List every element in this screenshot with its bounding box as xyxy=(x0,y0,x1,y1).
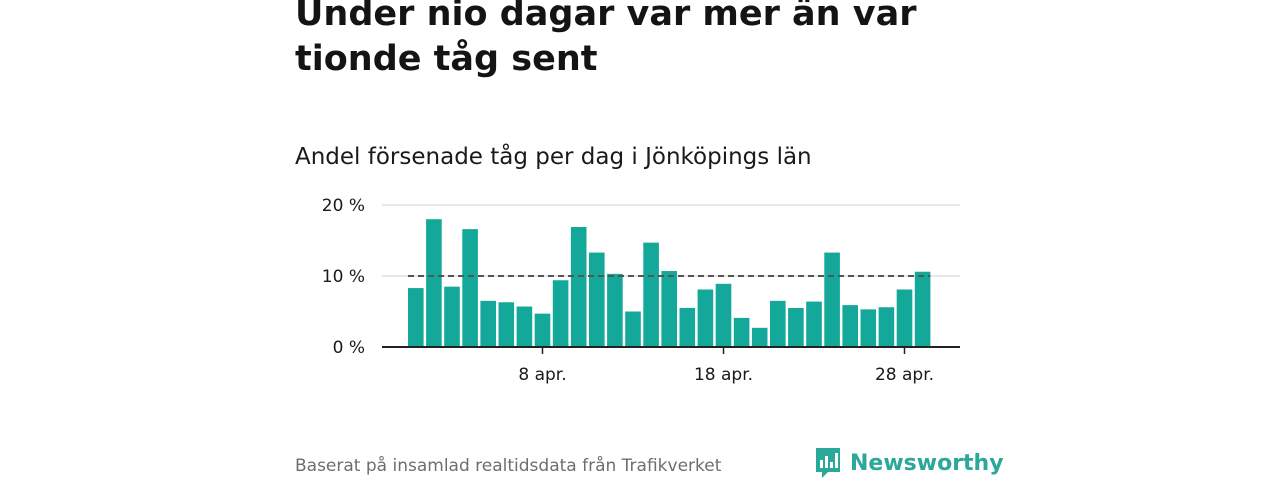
bar xyxy=(408,288,424,347)
bar xyxy=(589,252,605,347)
bar xyxy=(462,229,478,347)
bar xyxy=(643,242,659,347)
bar xyxy=(679,307,696,347)
bar xyxy=(715,283,732,347)
y-tick-label: 0 % xyxy=(333,338,365,358)
source-note: Baserat på insamlad realtidsdata från Tr… xyxy=(295,456,722,476)
bar xyxy=(824,252,840,347)
bar xyxy=(733,317,750,347)
bar xyxy=(751,327,768,347)
x-tick-label: 8 apr. xyxy=(518,365,566,385)
bars xyxy=(408,219,931,347)
bar xyxy=(552,280,569,347)
bar xyxy=(878,307,895,347)
bar xyxy=(607,273,623,347)
bar xyxy=(534,313,551,347)
bar xyxy=(697,289,714,347)
bar xyxy=(498,302,515,347)
bar-chart: 0 % 10 % 20 % 8 apr. 18 apr. 28 apr. xyxy=(322,196,960,385)
chart-subtitle: Andel försenade tåg per dag i Jönköpings… xyxy=(295,144,812,170)
bar xyxy=(842,305,858,347)
bar xyxy=(426,219,442,347)
headline: Under nio dagar var mer än var tionde tå… xyxy=(295,0,917,79)
bar xyxy=(570,227,587,347)
bar xyxy=(770,300,786,347)
y-tick-label: 20 % xyxy=(322,196,365,216)
bar xyxy=(661,271,677,347)
axes: 0 % 10 % 20 % 8 apr. 18 apr. 28 apr. xyxy=(322,196,960,385)
bar xyxy=(896,289,913,347)
bar xyxy=(860,309,877,347)
bar xyxy=(806,301,822,347)
bar xyxy=(914,271,931,347)
bar xyxy=(788,307,804,347)
bar xyxy=(444,286,460,347)
x-tick-label: 18 apr. xyxy=(694,365,753,385)
brand-logo[interactable]: Newsworthy xyxy=(814,446,1004,480)
bar xyxy=(480,300,496,347)
y-tick-label: 10 % xyxy=(322,267,365,287)
newsworthy-logo-icon xyxy=(816,448,840,478)
brand-name: Newsworthy xyxy=(850,450,1004,476)
x-tick-label: 28 apr. xyxy=(875,365,934,385)
bar xyxy=(625,311,641,347)
bar xyxy=(516,306,533,347)
